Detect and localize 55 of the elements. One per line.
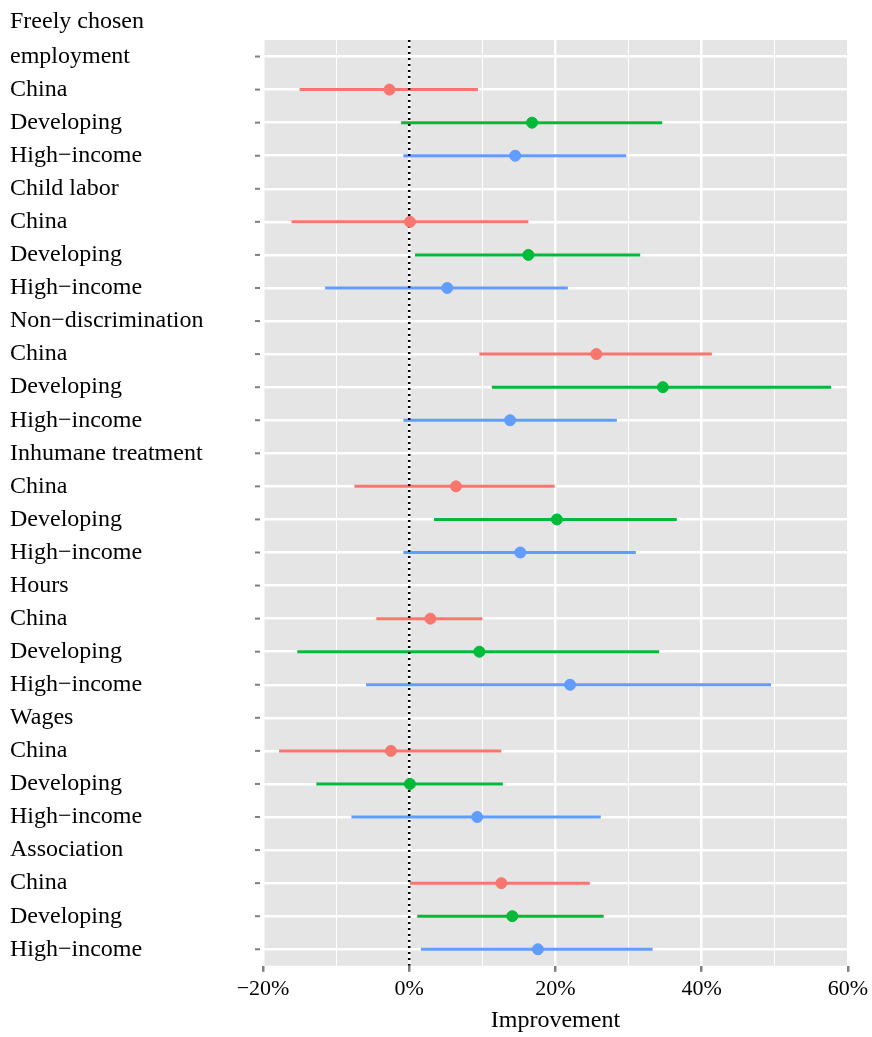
y-tick-label: Inhumane treatment: [10, 438, 203, 465]
point: [495, 877, 508, 890]
point: [514, 546, 527, 559]
point: [403, 215, 416, 228]
point: [522, 248, 535, 261]
point: [471, 811, 484, 824]
point: [531, 943, 544, 956]
y-tick-label: Hours: [10, 570, 69, 597]
point: [509, 149, 522, 162]
point: [384, 744, 397, 757]
y-tick-label: Non−discrimination: [10, 306, 204, 333]
y-tick-label: Developing: [10, 636, 122, 663]
y-tick-label: China: [10, 603, 68, 630]
x-axis-title: Improvement: [490, 1005, 621, 1032]
y-tick-label: Developing: [10, 504, 122, 531]
point: [506, 910, 519, 923]
point: [526, 116, 539, 129]
point: [441, 281, 454, 294]
y-tick-label: Developing: [10, 240, 122, 267]
y-tick-label: High−income: [10, 141, 143, 168]
y-tick-label: China: [10, 471, 68, 498]
x-tick-label: 40%: [681, 974, 722, 1000]
y-tick-label: High−income: [10, 802, 143, 829]
y-tick-label: High−income: [10, 934, 143, 961]
y-tick-label: High−income: [10, 670, 143, 697]
point: [590, 348, 603, 361]
y-tick-label: China: [10, 207, 68, 234]
y-tick-label: Freely chosen employment: [10, 6, 144, 68]
y-tick-label: Developing: [10, 107, 122, 134]
y-tick-label: Developing: [10, 372, 122, 399]
point: [450, 480, 462, 493]
y-tick-label: China: [10, 868, 68, 895]
point: [504, 414, 517, 427]
y-tick-label: Wages: [10, 703, 74, 730]
y-tick-label: High−income: [10, 405, 143, 432]
x-tick-label: −20%: [236, 974, 290, 1000]
y-tick-label: High−income: [10, 537, 143, 564]
point: [656, 381, 669, 394]
point: [550, 513, 563, 526]
y-tick-label: China: [10, 339, 68, 366]
point: [403, 777, 416, 790]
x-tick-label: 60%: [827, 974, 868, 1000]
y-tick-label: China: [10, 736, 68, 763]
point: [473, 645, 486, 658]
y-tick-label: Developing: [10, 769, 122, 796]
point: [424, 612, 437, 625]
y-tick-label: China: [10, 74, 68, 101]
y-tick-label: High−income: [10, 273, 143, 300]
x-tick-label: 20%: [535, 974, 576, 1000]
y-tick-label: Developing: [10, 901, 122, 928]
point: [564, 678, 577, 691]
y-tick-label: Child labor: [10, 174, 119, 201]
point: [383, 83, 396, 96]
x-tick-label: 0%: [394, 974, 424, 1000]
y-tick-label: Association: [10, 835, 124, 862]
